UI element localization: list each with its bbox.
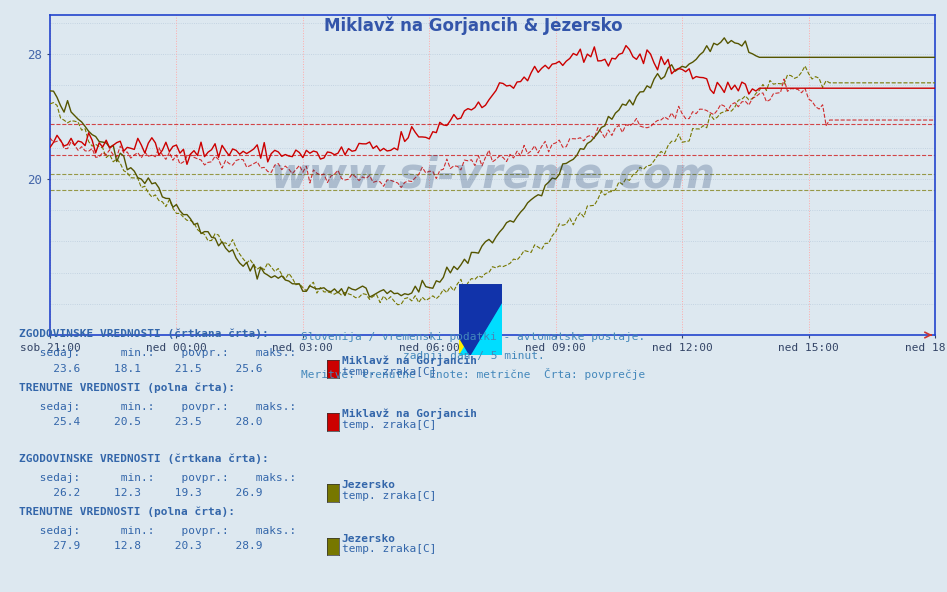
Text: temp. zraka[C]: temp. zraka[C] — [342, 420, 437, 430]
Text: Jezersko: Jezersko — [342, 480, 396, 490]
Text: Meritve: trenutne  Enote: metrične  Črta: povprečje: Meritve: trenutne Enote: metrične Črta: … — [301, 368, 646, 380]
Text: Miklavž na Gorjancih & Jezersko: Miklavž na Gorjancih & Jezersko — [324, 17, 623, 35]
Text: temp. zraka[C]: temp. zraka[C] — [342, 366, 437, 377]
Text: sedaj:      min.:    povpr.:    maks.:: sedaj: min.: povpr.: maks.: — [33, 401, 296, 411]
Text: 27.9     12.8     20.3     28.9: 27.9 12.8 20.3 28.9 — [33, 541, 262, 551]
Polygon shape — [459, 284, 502, 355]
Text: 26.2     12.3     19.3     26.9: 26.2 12.3 19.3 26.9 — [33, 488, 262, 498]
Text: Slovenija / vremenski podatki - avtomatske postaje.: Slovenija / vremenski podatki - avtomats… — [301, 332, 646, 342]
Text: ZGODOVINSKE VREDNOSTI (črtkana črta):: ZGODOVINSKE VREDNOSTI (črtkana črta): — [19, 329, 269, 339]
Polygon shape — [459, 284, 502, 355]
Text: sedaj:      min.:    povpr.:    maks.:: sedaj: min.: povpr.: maks.: — [33, 348, 296, 358]
Text: temp. zraka[C]: temp. zraka[C] — [342, 491, 437, 501]
Text: ZGODOVINSKE VREDNOSTI (črtkana črta):: ZGODOVINSKE VREDNOSTI (črtkana črta): — [19, 453, 269, 464]
Text: Miklavž na Gorjancih: Miklavž na Gorjancih — [342, 355, 477, 366]
Text: sedaj:      min.:    povpr.:    maks.:: sedaj: min.: povpr.: maks.: — [33, 472, 296, 482]
Polygon shape — [459, 284, 502, 355]
Text: sedaj:      min.:    povpr.:    maks.:: sedaj: min.: povpr.: maks.: — [33, 526, 296, 536]
Text: www.si-vreme.com: www.si-vreme.com — [270, 154, 715, 196]
Text: 23.6     18.1     21.5     25.6: 23.6 18.1 21.5 25.6 — [33, 363, 262, 374]
Text: Jezersko: Jezersko — [342, 533, 396, 543]
Text: TRENUTNE VREDNOSTI (polna črta):: TRENUTNE VREDNOSTI (polna črta): — [19, 382, 235, 392]
Text: TRENUTNE VREDNOSTI (polna črta):: TRENUTNE VREDNOSTI (polna črta): — [19, 507, 235, 517]
Text: 25.4     20.5     23.5     28.0: 25.4 20.5 23.5 28.0 — [33, 417, 262, 427]
Text: Miklavž na Gorjancih: Miklavž na Gorjancih — [342, 408, 477, 419]
Text: temp. zraka[C]: temp. zraka[C] — [342, 544, 437, 554]
Text: zadnji dan / 5 minut.: zadnji dan / 5 minut. — [402, 351, 545, 361]
